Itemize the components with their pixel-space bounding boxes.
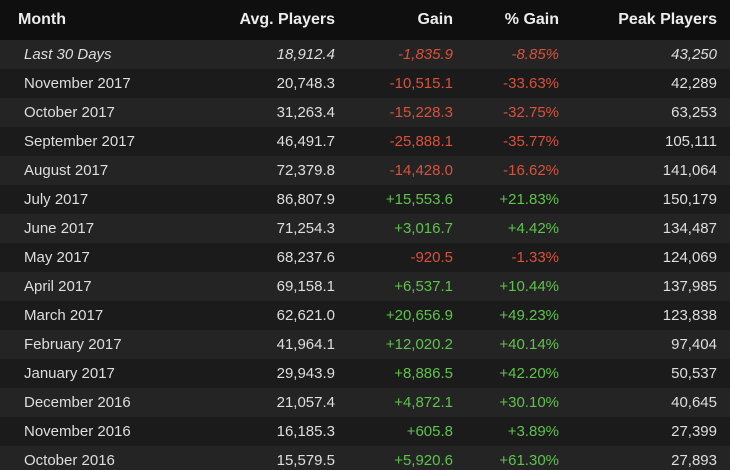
table-row: February 2017 41,964.1 +12,020.2 +40.14% 97,… [0,330,730,359]
month-cell: Last 30 Days [24,46,112,63]
month-cell: September 2017 [24,133,135,150]
peak-players-cell: 43,250 [671,46,717,63]
month-cell: August 2017 [24,162,109,179]
peak-players-cell: 50,537 [671,365,717,382]
peak-players-cell: 27,893 [671,452,717,469]
pct-gain-cell: +4.42% [507,220,559,237]
table-row: March 2017 62,621.0 +20,656.9 +49.23% 123,83… [0,301,730,330]
pct-gain-cell: +3.89% [507,423,559,440]
avg-players-cell: 46,491.7 [276,133,335,150]
avg-players-cell: 21,057.4 [276,394,335,411]
table-row: May 2017 68,237.6 -920.5 -1.33% 124,069 [0,243,730,272]
month-cell: December 2016 [24,394,131,411]
avg-players-cell: 86,807.9 [276,191,335,208]
avg-players-cell: 41,964.1 [276,336,335,353]
gain-cell: +5,920.6 [394,452,453,469]
table-row: January 2017 29,943.9 +8,886.5 +42.20% 50,53… [0,359,730,388]
pct-gain-cell: -1.33% [511,249,559,266]
peak-players-cell: 42,289 [671,75,717,92]
pct-gain-cell: -33.63% [503,75,559,92]
avg-players-cell: 20,748.3 [276,75,335,92]
gain-cell: +605.8 [406,423,453,440]
month-cell: March 2017 [24,307,104,324]
peak-players-cell: 137,985 [662,278,717,295]
gain-cell: -920.5 [410,249,453,266]
gain-cell: +20,656.9 [385,307,453,324]
month-cell: June 2017 [24,220,95,237]
gain-cell: -25,888.1 [389,133,453,150]
peak-players-cell: 150,179 [662,191,717,208]
peak-players-cell: 105,111 [665,133,717,150]
peak-players-cell: 27,399 [671,423,717,440]
avg-players-cell: 62,621.0 [276,307,335,324]
avg-players-cell: 16,185.3 [276,423,335,440]
peak-players-cell: 141,064 [662,162,717,179]
gain-cell: +3,016.7 [394,220,453,237]
avg-players-cell: 69,158.1 [276,278,335,295]
month-cell: January 2017 [24,365,115,382]
table-row: November 2017 20,748.3 -10,515.1 -33.63% 42,… [0,69,730,98]
pct-gain-cell: +21.83% [499,191,559,208]
pct-gain-cell: -16.62% [503,162,559,179]
table-row: October 2016 15,579.5 +5,920.6 +61.30% 27,89… [0,446,730,470]
avg-players-cell: 71,254.3 [276,220,335,237]
table-row: August 2017 72,379.8 -14,428.0 -16.62% 141,0… [0,156,730,185]
table-row: Last 30 Days 18,912.4 -1,835.9 -8.85% 43,250 [0,40,730,69]
table-body: Last 30 Days 18,912.4 -1,835.9 -8.85% 43,250… [0,40,730,470]
month-cell: November 2017 [24,75,131,92]
peak-players-cell: 97,404 [671,336,717,353]
table-row: April 2017 69,158.1 +6,537.1 +10.44% 137,985 [0,272,730,301]
avg-players-cell: 68,237.6 [276,249,335,266]
table-row: July 2017 86,807.9 +15,553.6 +21.83% 150,179 [0,185,730,214]
month-cell: April 2017 [24,278,92,295]
table-row: September 2017 46,491.7 -25,888.1 -35.77% 10… [0,127,730,156]
peak-players-cell: 134,487 [662,220,717,237]
pct-gain-cell: +49.23% [499,307,559,324]
gain-cell: -14,428.0 [389,162,453,179]
pct-gain-cell: +61.30% [499,452,559,469]
peak-players-cell: 124,069 [662,249,717,266]
gain-cell: -10,515.1 [389,75,453,92]
gain-cell: +15,553.6 [385,191,453,208]
pct-gain-cell: +42.20% [499,365,559,382]
column-header-gain[interactable]: Gain [417,11,453,28]
avg-players-cell: 31,263.4 [276,104,335,121]
pct-gain-cell: +30.10% [499,394,559,411]
avg-players-cell: 15,579.5 [276,452,335,469]
peak-players-cell: 40,645 [671,394,717,411]
table-row: November 2016 16,185.3 +605.8 +3.89% 27,399 [0,417,730,446]
month-cell: February 2017 [24,336,122,353]
gain-cell: -15,228.3 [389,104,453,121]
gain-cell: -1,835.9 [397,46,453,63]
column-header-avg-players[interactable]: Avg. Players [239,11,335,28]
header-row: Month Avg. Players Gain % Gain Peak Play… [0,0,730,40]
pct-gain-cell: -8.85% [511,46,559,63]
column-header-peak-players[interactable]: Peak Players [618,11,717,28]
gain-cell: +4,872.1 [394,394,453,411]
pct-gain-cell: +40.14% [499,336,559,353]
month-cell: May 2017 [24,249,90,266]
gain-cell: +6,537.1 [394,278,453,295]
month-cell: July 2017 [24,191,89,208]
peak-players-cell: 123,838 [662,307,717,324]
month-cell: October 2016 [24,452,115,469]
avg-players-cell: 72,379.8 [276,162,335,179]
avg-players-cell: 29,943.9 [276,365,335,382]
month-cell: November 2016 [24,423,131,440]
column-header-month[interactable]: Month [18,11,66,28]
gain-cell: +12,020.2 [385,336,453,353]
column-header-pct-gain[interactable]: % Gain [504,11,559,28]
peak-players-cell: 63,253 [671,104,717,121]
gain-cell: +8,886.5 [394,365,453,382]
table-header: Month Avg. Players Gain % Gain Peak Play… [0,0,730,40]
pct-gain-cell: -32.75% [503,104,559,121]
month-cell: October 2017 [24,104,115,121]
table-row: December 2016 21,057.4 +4,872.1 +30.10% 40,6… [0,388,730,417]
pct-gain-cell: +10.44% [499,278,559,295]
table-row: October 2017 31,263.4 -15,228.3 -32.75% 63,2… [0,98,730,127]
pct-gain-cell: -35.77% [503,133,559,150]
table-row: June 2017 71,254.3 +3,016.7 +4.42% 134,487 [0,214,730,243]
avg-players-cell: 18,912.4 [276,46,335,63]
